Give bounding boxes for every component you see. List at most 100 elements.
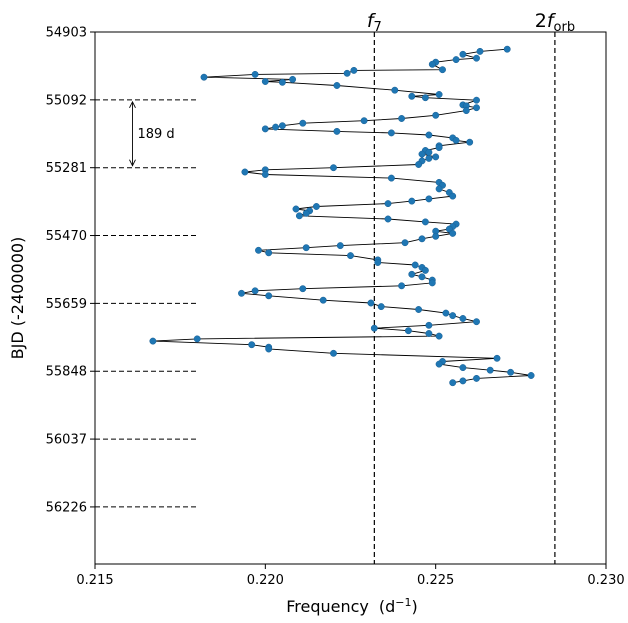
- data-point-89: [398, 282, 406, 290]
- data-point-81: [374, 259, 382, 266]
- data-point-12: [289, 75, 297, 83]
- x-tick-label-1: 0.220: [247, 573, 284, 588]
- x-axis-ticks: 0.215 0.220 0.225 0.230: [76, 564, 625, 588]
- data-point-51: [387, 174, 395, 182]
- data-point-63: [302, 209, 310, 217]
- data-point-102: [425, 321, 433, 329]
- data-point-111: [265, 345, 273, 353]
- x-axis-label: Frequency (d−1): [286, 596, 418, 616]
- data-point-36: [452, 136, 460, 144]
- data-point-1: [476, 47, 484, 55]
- data-point-90: [299, 285, 307, 293]
- data-point-113: [493, 354, 501, 362]
- data-point-122: [449, 379, 457, 387]
- data-point-16: [391, 86, 399, 94]
- data-point-78: [265, 249, 273, 257]
- data-point-97: [415, 306, 423, 313]
- data-point-73: [418, 235, 426, 243]
- data-point-74: [401, 239, 409, 247]
- data-point-76: [302, 244, 310, 252]
- data-point-49: [241, 168, 249, 176]
- y-tick-label-7: 56226: [46, 500, 87, 515]
- data-point-92: [238, 289, 245, 297]
- data-point-4: [452, 56, 460, 64]
- y-tick-label-2: 55281: [46, 161, 87, 176]
- data-point-109: [248, 341, 256, 349]
- y-axis-ticks: 54903 55092 55281 55470 55659 55848 56037 56226: [46, 26, 95, 515]
- data-point-27: [360, 117, 368, 125]
- data-point-61: [292, 205, 300, 213]
- data-point-107: [193, 335, 201, 343]
- y-axis-label: BJD (-2400000): [8, 237, 27, 360]
- data-point-25: [432, 111, 440, 119]
- data-point-57: [425, 195, 433, 203]
- data-point-59: [384, 200, 392, 208]
- data-point-99: [449, 312, 457, 320]
- y-tick-label-4: 55659: [46, 297, 87, 312]
- y-tick-label-5: 55848: [46, 365, 87, 380]
- data-point-2: [459, 50, 467, 58]
- data-point-19: [421, 94, 429, 102]
- data-point-108: [149, 337, 157, 345]
- data-point-60: [312, 203, 320, 210]
- data-point-96: [377, 303, 385, 311]
- data-point-34: [425, 131, 433, 139]
- x-tick-label-2: 0.225: [417, 573, 454, 588]
- data-point-13: [261, 78, 269, 85]
- data-point-37: [466, 138, 474, 146]
- data-point-11: [200, 73, 208, 81]
- data-point-0: [503, 45, 511, 53]
- data-point-105: [425, 330, 433, 337]
- data-point-88: [428, 279, 436, 287]
- data-point-118: [507, 368, 515, 376]
- data-point-8: [350, 66, 358, 74]
- data-point-31: [261, 125, 269, 133]
- vline-label-0: f7: [367, 10, 382, 35]
- data-point-95: [367, 299, 375, 307]
- data-point-103: [370, 324, 378, 332]
- data-point-9: [343, 69, 351, 77]
- data-point-112: [330, 349, 337, 357]
- data-point-106: [435, 332, 443, 340]
- data-point-75: [336, 242, 344, 250]
- data-point-6: [428, 60, 436, 68]
- data-point-39: [435, 144, 443, 152]
- data-point-10: [251, 70, 259, 78]
- data-point-82: [411, 261, 419, 269]
- data-point-29: [278, 122, 286, 130]
- plot-frame: [94, 31, 607, 565]
- data-point-85: [408, 270, 416, 278]
- x-tick-label-3: 0.230: [587, 573, 624, 588]
- data-point-7: [439, 66, 446, 74]
- data-point-3: [473, 54, 480, 62]
- data-point-32: [333, 127, 341, 135]
- data-point-56: [449, 192, 457, 200]
- data-point-72: [432, 232, 440, 240]
- data-point-46: [415, 161, 423, 168]
- data-point-71: [449, 229, 457, 237]
- data-point-91: [251, 287, 259, 295]
- data-point-44: [425, 154, 433, 162]
- data-point-77: [255, 246, 262, 254]
- annotation-arrow-head-bottom: [129, 159, 136, 167]
- annotation-arrow-head-top: [129, 100, 136, 109]
- data-point-54: [435, 185, 443, 193]
- data-point-42: [418, 150, 426, 158]
- data-point-101: [473, 318, 480, 326]
- data-point-86: [418, 273, 426, 281]
- series-points: [149, 45, 535, 387]
- data-point-14: [278, 78, 286, 86]
- data-point-93: [265, 292, 273, 300]
- data-point-30: [272, 123, 280, 131]
- data-point-17: [435, 91, 443, 98]
- data-point-98: [442, 309, 450, 317]
- reference-lines: [95, 99, 197, 508]
- data-point-104: [404, 327, 412, 335]
- data-point-119: [527, 372, 535, 379]
- data-point-58: [408, 197, 416, 205]
- data-point-65: [384, 215, 392, 223]
- data-point-64: [295, 212, 303, 220]
- data-point-100: [459, 315, 467, 322]
- data-point-28: [299, 119, 307, 127]
- data-point-41: [425, 148, 433, 156]
